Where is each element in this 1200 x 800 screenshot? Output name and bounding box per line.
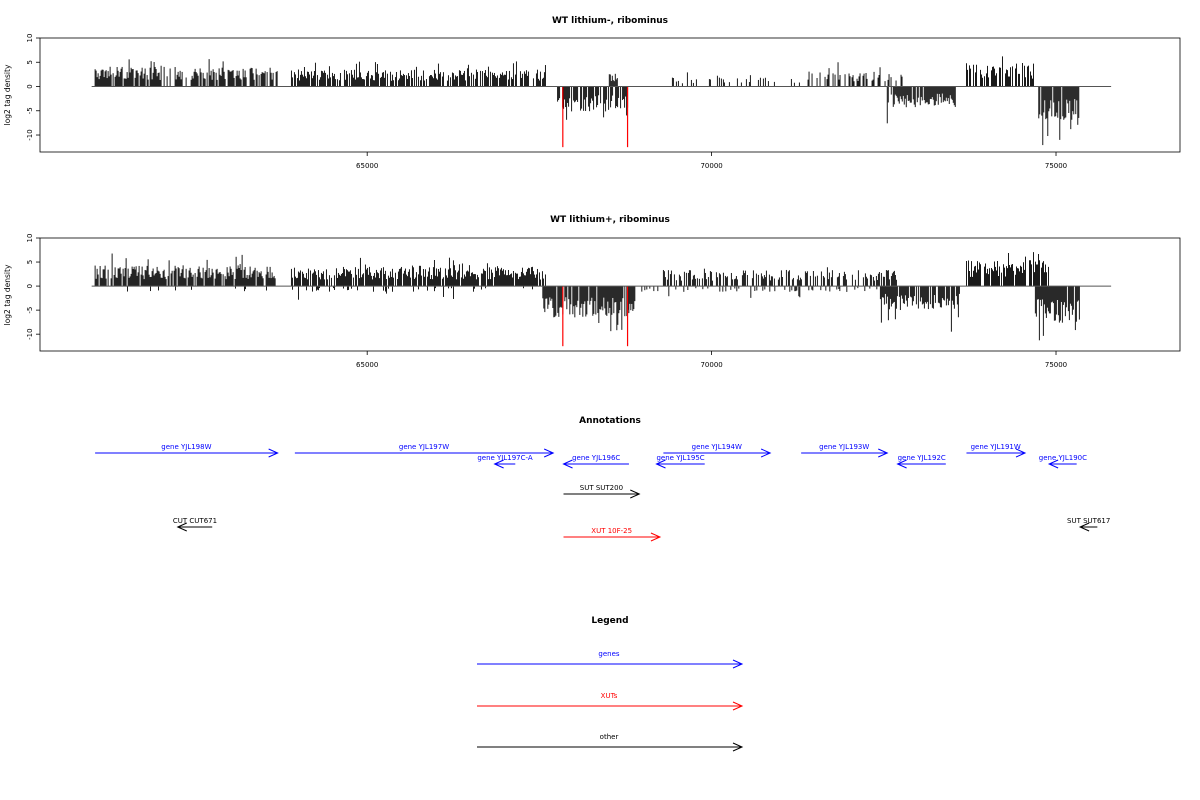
feature-label: XUT 10F-25 — [591, 527, 632, 535]
feature-label: gene YJL190C — [1039, 454, 1087, 462]
y-tick-label: -5 — [26, 307, 34, 314]
feature-label: SUT SUT617 — [1067, 517, 1110, 525]
arrowhead — [562, 459, 573, 469]
legend-title: Legend — [591, 616, 628, 626]
plot-frame — [39, 237, 1181, 352]
y-tick-label: 10 — [26, 34, 34, 43]
y-axis-label: log2 tag density — [3, 264, 12, 325]
x-tick-label: 65000 — [356, 361, 378, 369]
feature-arrow: gene YJL197W — [294, 443, 555, 458]
y-tick-label: -10 — [26, 129, 34, 140]
feature-arrow: gene YJL191W — [966, 443, 1027, 458]
arrowhead — [1047, 459, 1059, 469]
feature-label: gene YJL197C-A — [477, 454, 533, 462]
feature-arrow: gene YJL190C — [1039, 454, 1087, 469]
panel-title: WT lithium+, ribominus — [550, 215, 670, 225]
feature-label: SUT SUT200 — [580, 484, 623, 492]
bars-group — [94, 252, 1080, 341]
legend-label: other — [600, 733, 619, 741]
legend-item: XUTs — [477, 692, 744, 711]
legend: Legend genes XUTs other — [477, 616, 744, 752]
legend-label: genes — [598, 650, 619, 658]
x-tick-label: 65000 — [356, 162, 378, 170]
arrowhead — [268, 448, 279, 458]
arrowhead — [493, 459, 504, 469]
feature-arrow: CUT CUT671 — [173, 517, 217, 532]
arrowhead — [650, 532, 662, 542]
annotations-title: Annotations — [579, 416, 641, 426]
x-tick-label: 75000 — [1045, 162, 1067, 170]
arrowhead — [732, 701, 744, 711]
legend-label: XUTs — [601, 692, 618, 700]
feature-arrow: gene YJL196C — [562, 454, 629, 469]
feature-arrow: XUT 10F-25 — [563, 527, 662, 542]
arrowhead — [176, 522, 187, 532]
legend-items: genes XUTs other — [477, 650, 744, 752]
arrowhead — [732, 742, 744, 752]
feature-label: gene YJL197W — [399, 443, 449, 451]
feature-arrow: gene YJL194W — [663, 443, 772, 458]
x-tick-label: 70000 — [700, 361, 722, 369]
arrowhead — [655, 459, 666, 469]
feature-arrow: gene YJL195C — [655, 454, 705, 469]
feature-label: gene YJL193W — [819, 443, 869, 451]
arrowhead — [760, 448, 772, 458]
x-axis: 65000 70000 75000 — [356, 351, 1067, 369]
y-tick-label: 5 — [26, 260, 34, 264]
feature-arrow: gene YJL192C — [896, 454, 946, 469]
panel-title: WT lithium-, ribominus — [552, 16, 668, 26]
annotations-track: Annotations gene YJL198W gene YJL197Wgene… — [95, 416, 1110, 542]
y-tick-label: 0 — [26, 284, 34, 288]
plot-frame — [39, 37, 1181, 153]
bars-group — [94, 56, 1080, 146]
arrowhead — [732, 659, 744, 669]
y-axis: 10 5 0 -5 -10 — [26, 234, 40, 340]
arrowhead — [896, 459, 907, 469]
x-tick-label: 70000 — [700, 162, 722, 170]
features-group: gene YJL198W gene YJL197W gene YJL197C-A ge… — [95, 443, 1110, 542]
arrowhead — [543, 448, 555, 458]
arrowhead — [630, 489, 641, 499]
y-tick-label: 5 — [26, 60, 34, 64]
arrowhead — [1078, 522, 1090, 532]
y-tick-label: 10 — [26, 234, 34, 243]
feature-label: gene YJL195C — [656, 454, 704, 462]
y-tick-label: -10 — [26, 328, 34, 339]
feature-label: CUT CUT671 — [173, 517, 217, 525]
feature-arrow: gene YJL193W — [801, 443, 889, 458]
feature-label: gene YJL196C — [572, 454, 620, 462]
legend-item: other — [477, 733, 744, 752]
feature-label: gene YJL198W — [161, 443, 211, 451]
coverage-panel-lithium-minus: WT lithium-, ribominus log2 tag density … — [3, 16, 1181, 170]
feature-arrow: gene YJL197C-A — [477, 454, 533, 469]
feature-arrow: gene YJL198W — [95, 443, 279, 458]
y-tick-label: 0 — [26, 84, 34, 88]
y-axis: 10 5 0 -5 -10 — [26, 34, 40, 141]
x-tick-label: 75000 — [1045, 361, 1067, 369]
arrowhead — [878, 448, 889, 458]
y-axis-label: log2 tag density — [3, 64, 12, 125]
y-tick-label: -5 — [26, 107, 34, 114]
feature-arrow: SUT SUT200 — [563, 484, 641, 499]
feature-label: gene YJL192C — [898, 454, 946, 462]
highlight-group — [562, 286, 629, 347]
legend-item: genes — [477, 650, 744, 669]
feature-arrow: SUT SUT617 — [1067, 517, 1110, 532]
feature-label: gene YJL194W — [692, 443, 742, 451]
x-axis: 65000 70000 75000 — [356, 152, 1067, 170]
arrowhead — [1015, 448, 1027, 458]
coverage-panel-lithium-plus: WT lithium+, ribominus log2 tag density … — [3, 215, 1181, 369]
feature-label: gene YJL191W — [971, 443, 1021, 451]
highlight-group — [562, 86, 629, 148]
